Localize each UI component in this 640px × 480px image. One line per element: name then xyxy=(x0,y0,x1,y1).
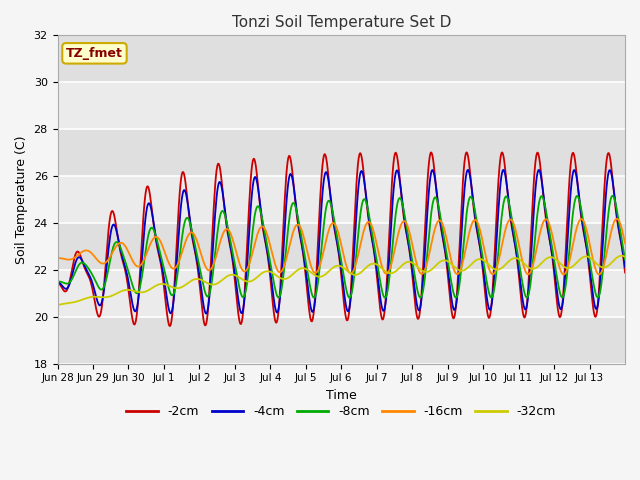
-16cm xyxy=(595,272,603,277)
-16cm xyxy=(253,234,260,240)
-8cm xyxy=(401,212,408,217)
-8cm xyxy=(433,195,440,201)
Line: -8cm: -8cm xyxy=(58,196,625,298)
-32cm xyxy=(253,275,260,280)
Title: Tonzi Soil Temperature Set D: Tonzi Soil Temperature Set D xyxy=(232,15,451,30)
-8cm xyxy=(120,255,128,261)
-8cm xyxy=(609,193,616,199)
-2cm xyxy=(166,323,174,329)
-32cm xyxy=(225,273,232,278)
-4cm xyxy=(225,236,233,242)
-4cm xyxy=(54,279,61,285)
X-axis label: Time: Time xyxy=(326,389,356,402)
-16cm xyxy=(54,255,61,261)
-32cm xyxy=(274,274,282,279)
-4cm xyxy=(253,180,261,186)
-8cm xyxy=(621,257,629,263)
-4cm xyxy=(275,305,283,311)
-32cm xyxy=(54,302,61,308)
-16cm xyxy=(621,240,629,246)
Bar xyxy=(58,223,625,270)
-16cm xyxy=(400,218,408,224)
Line: -4cm: -4cm xyxy=(58,170,625,313)
-4cm xyxy=(621,264,629,270)
-8cm xyxy=(225,228,232,234)
-32cm xyxy=(400,261,408,267)
-16cm xyxy=(274,268,282,274)
Bar xyxy=(58,317,625,364)
-8cm xyxy=(253,205,260,211)
-16cm xyxy=(120,242,128,248)
-8cm xyxy=(346,295,354,300)
Line: -16cm: -16cm xyxy=(58,219,625,275)
-2cm xyxy=(621,270,629,276)
-2cm xyxy=(253,175,261,181)
-2cm xyxy=(54,279,61,285)
Text: TZ_fmet: TZ_fmet xyxy=(66,47,123,60)
Bar xyxy=(58,36,625,82)
-4cm xyxy=(202,311,210,316)
-2cm xyxy=(401,219,408,225)
Y-axis label: Soil Temperature (C): Soil Temperature (C) xyxy=(15,135,28,264)
-2cm xyxy=(433,187,440,193)
-32cm xyxy=(618,253,625,259)
-16cm xyxy=(225,227,232,233)
Bar xyxy=(58,129,625,176)
-4cm xyxy=(464,167,472,173)
-32cm xyxy=(621,254,629,260)
Legend: -2cm, -4cm, -8cm, -16cm, -32cm: -2cm, -4cm, -8cm, -16cm, -32cm xyxy=(122,400,561,423)
-2cm xyxy=(463,149,470,155)
-32cm xyxy=(120,288,128,293)
Line: -32cm: -32cm xyxy=(58,256,625,305)
-8cm xyxy=(54,279,61,285)
-2cm xyxy=(275,306,283,312)
-2cm xyxy=(225,239,233,244)
-32cm xyxy=(432,263,440,269)
-4cm xyxy=(401,216,408,222)
-16cm xyxy=(613,216,621,222)
-4cm xyxy=(120,260,128,266)
-16cm xyxy=(432,224,440,229)
-8cm xyxy=(274,294,282,300)
-4cm xyxy=(433,186,440,192)
-2cm xyxy=(120,263,128,269)
Line: -2cm: -2cm xyxy=(58,152,625,326)
